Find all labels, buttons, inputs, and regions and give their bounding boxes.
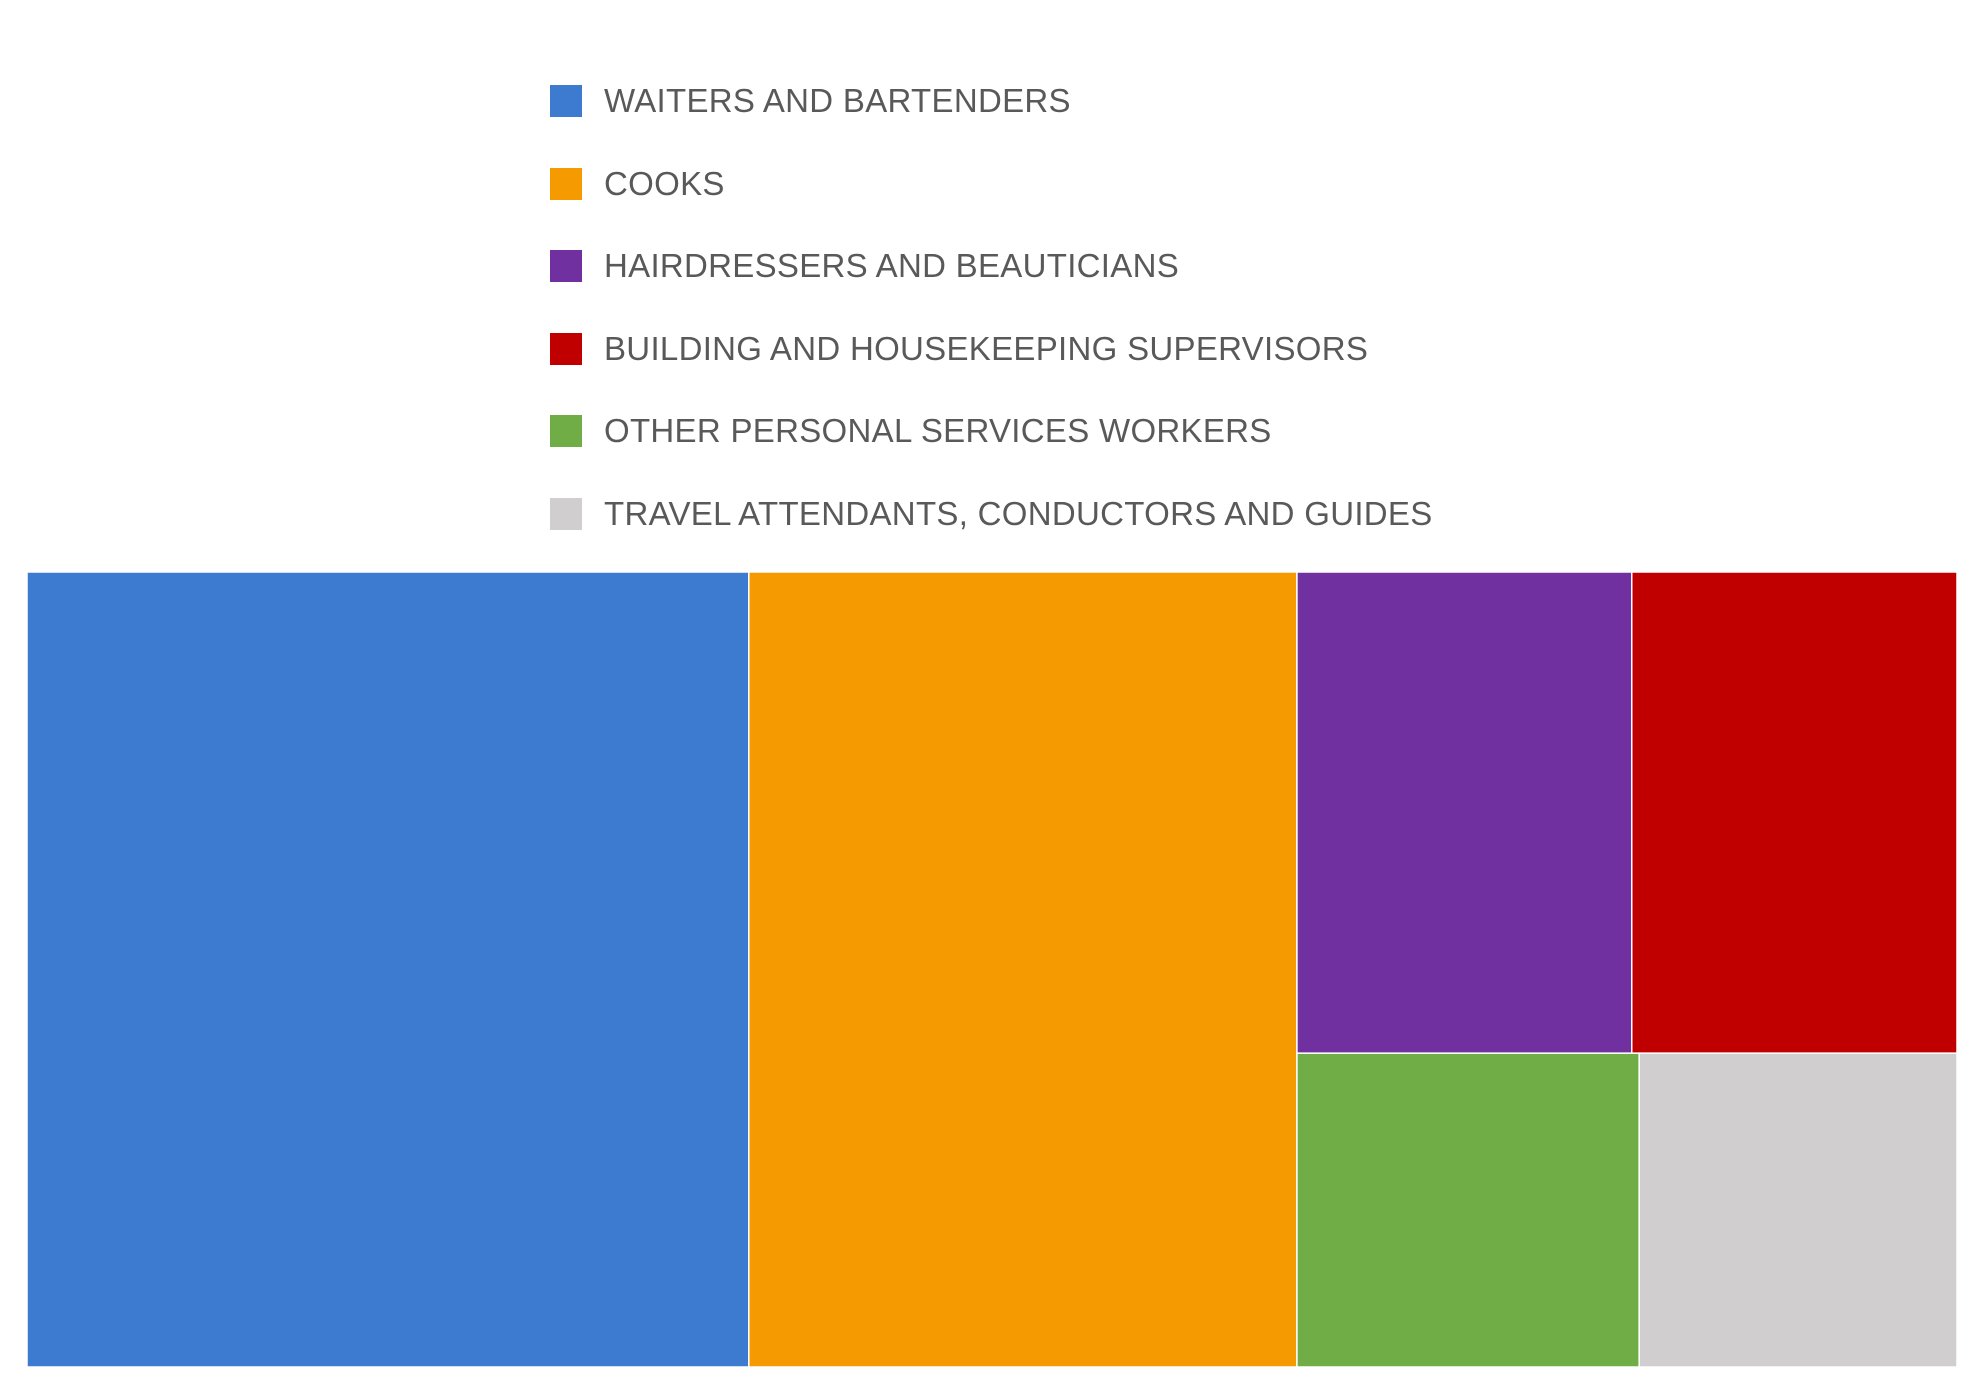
treemap-plot-area <box>27 572 1957 1367</box>
legend-item-other-personal-services-workers: OTHER PERSONAL SERVICES WORKERS <box>550 390 1433 473</box>
legend-item-building-and-housekeeping-supervisors: BUILDING AND HOUSEKEEPING SUPERVISORS <box>550 308 1433 391</box>
legend-label-waiters-and-bartenders: WAITERS AND BARTENDERS <box>604 82 1071 120</box>
legend-swatch-hairdressers-and-beauticians <box>550 250 582 283</box>
treemap-tile-cooks <box>748 572 1298 1367</box>
legend-item-hairdressers-and-beauticians: HAIRDRESSERS AND BEAUTICIANS <box>550 225 1433 308</box>
legend-label-other-personal-services-workers: OTHER PERSONAL SERVICES WORKERS <box>604 412 1272 450</box>
legend-item-waiters-and-bartenders: WAITERS AND BARTENDERS <box>550 60 1433 143</box>
treemap-tile-building-and-housekeeping-supervisors <box>1631 572 1957 1054</box>
chart-legend: WAITERS AND BARTENDERS COOKS HAIRDRESSER… <box>550 60 1433 555</box>
legend-swatch-building-and-housekeeping-supervisors <box>550 332 582 365</box>
treemap-tile-hairdressers-and-beauticians <box>1296 572 1633 1054</box>
treemap-tile-travel-attendants-conductors-and-guides <box>1638 1052 1957 1367</box>
treemap-tile-waiters-and-bartenders <box>27 572 750 1367</box>
legend-swatch-cooks <box>550 167 582 200</box>
legend-item-cooks: COOKS <box>550 143 1433 226</box>
legend-label-travel-attendants-conductors-and-guides: TRAVEL ATTENDANTS, CONDUCTORS AND GUIDES <box>604 494 1433 532</box>
legend-label-building-and-housekeeping-supervisors: BUILDING AND HOUSEKEEPING SUPERVISORS <box>604 329 1369 367</box>
legend-swatch-waiters-and-bartenders <box>550 85 582 118</box>
legend-label-hairdressers-and-beauticians: HAIRDRESSERS AND BEAUTICIANS <box>604 247 1180 285</box>
legend-swatch-travel-attendants-conductors-and-guides <box>550 497 582 530</box>
legend-label-cooks: COOKS <box>604 164 725 202</box>
legend-item-travel-attendants-conductors-and-guides: TRAVEL ATTENDANTS, CONDUCTORS AND GUIDES <box>550 473 1433 556</box>
treemap-tile-other-personal-services-workers <box>1296 1052 1640 1367</box>
legend-swatch-other-personal-services-workers <box>550 415 582 448</box>
